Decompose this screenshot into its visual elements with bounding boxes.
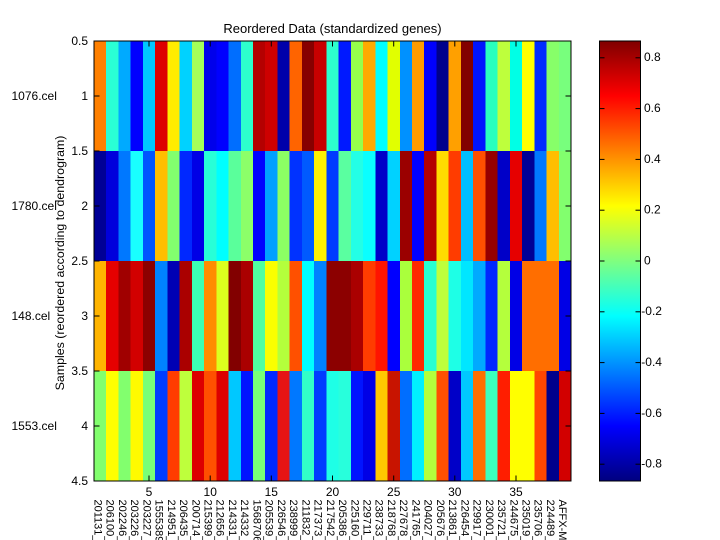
svg-text:205386_s: 205386_s <box>336 500 348 540</box>
svg-text:35: 35 <box>509 485 523 499</box>
svg-text:10: 10 <box>204 485 218 499</box>
svg-text:214332_s: 214332_s <box>238 500 250 540</box>
svg-text:0.4: 0.4 <box>644 152 661 166</box>
svg-text:217373_x: 217373_x <box>312 500 324 540</box>
svg-text:2.5: 2.5 <box>71 254 88 268</box>
svg-text:Reordered Data (standardized g: Reordered Data (standardized genes) <box>223 21 441 36</box>
svg-text:0.8: 0.8 <box>644 50 661 64</box>
svg-text:227678_a: 227678_a <box>397 500 409 540</box>
svg-text:202246_s: 202246_s <box>116 500 128 540</box>
svg-text:213861_s: 213861_s <box>446 500 458 540</box>
svg-text:0.5: 0.5 <box>71 34 88 48</box>
svg-text:235721_a: 235721_a <box>495 500 507 540</box>
svg-text:218768_a: 218768_a <box>385 500 397 540</box>
svg-text:215399_s: 215399_s <box>202 500 214 540</box>
svg-text:1553.cel: 1553.cel <box>12 419 57 433</box>
svg-text:1568706_: 1568706_ <box>250 500 262 540</box>
svg-text:1555389_: 1555389_ <box>153 500 165 540</box>
svg-text:0.6: 0.6 <box>644 101 661 115</box>
svg-text:3.5: 3.5 <box>71 364 88 378</box>
svg-text:217542_a: 217542_a <box>324 500 336 540</box>
svg-text:-0.4: -0.4 <box>641 355 662 369</box>
svg-text:1780.cel: 1780.cel <box>12 199 57 213</box>
svg-text:1.5: 1.5 <box>71 144 88 158</box>
svg-text:205539_a: 205539_a <box>263 500 275 540</box>
svg-text:0: 0 <box>644 253 651 267</box>
svg-text:1: 1 <box>81 89 88 103</box>
svg-text:148.cel: 148.cel <box>12 309 51 323</box>
svg-text:235019_a: 235019_a <box>520 500 532 540</box>
svg-text:0.2: 0.2 <box>644 203 661 217</box>
svg-text:230001_a: 230001_a <box>483 500 495 540</box>
svg-text:225160_x: 225160_x <box>348 500 360 540</box>
svg-text:226546_a: 226546_a <box>275 500 287 540</box>
svg-text:3: 3 <box>81 309 88 323</box>
svg-text:1076.cel: 1076.cel <box>12 89 57 103</box>
svg-text:235706_a: 235706_a <box>532 500 544 540</box>
svg-text:20: 20 <box>326 485 340 499</box>
svg-text:214331_a: 214331_a <box>226 500 238 540</box>
svg-text:30: 30 <box>448 485 462 499</box>
svg-text:224489_a: 224489_a <box>544 500 556 540</box>
svg-text:2: 2 <box>81 199 88 213</box>
svg-text:201131_s: 201131_s <box>91 500 103 540</box>
svg-text:15: 15 <box>265 485 279 499</box>
svg-text:206435_a: 206435_a <box>177 500 189 540</box>
svg-text:206100_a: 206100_a <box>104 500 116 540</box>
svg-text:244675_a: 244675_a <box>507 500 519 540</box>
svg-text:212656_a: 212656_a <box>214 500 226 540</box>
svg-text:241765_a: 241765_a <box>409 500 421 540</box>
svg-text:Samples (reordered according t: Samples (reordered according to dendrogr… <box>53 136 67 391</box>
svg-text:4: 4 <box>81 419 88 433</box>
svg-text:238999_a: 238999_a <box>287 500 299 540</box>
svg-text:203227_s: 203227_s <box>140 500 152 540</box>
svg-text:204027_s: 204027_s <box>422 500 434 540</box>
svg-text:229917_a: 229917_a <box>471 500 483 540</box>
svg-text:226454_a: 226454_a <box>458 500 470 540</box>
svg-text:-0.2: -0.2 <box>641 304 662 318</box>
svg-text:205676_a: 205676_a <box>434 500 446 540</box>
svg-text:-0.8: -0.8 <box>641 457 662 471</box>
svg-text:5: 5 <box>146 485 153 499</box>
svg-text:200714_x: 200714_x <box>189 500 201 540</box>
svg-text:229711_s: 229711_s <box>361 500 373 540</box>
svg-text:4.5: 4.5 <box>71 474 88 488</box>
svg-text:214951_a: 214951_a <box>165 500 177 540</box>
svg-text:25: 25 <box>387 485 401 499</box>
svg-text:203226_s: 203226_s <box>128 500 140 540</box>
svg-text:AFFX-Mur: AFFX-Mur <box>556 500 568 540</box>
svg-text:211832_s: 211832_s <box>299 500 311 540</box>
svg-text:238733_a: 238733_a <box>373 500 385 540</box>
svg-text:-0.6: -0.6 <box>641 406 662 420</box>
